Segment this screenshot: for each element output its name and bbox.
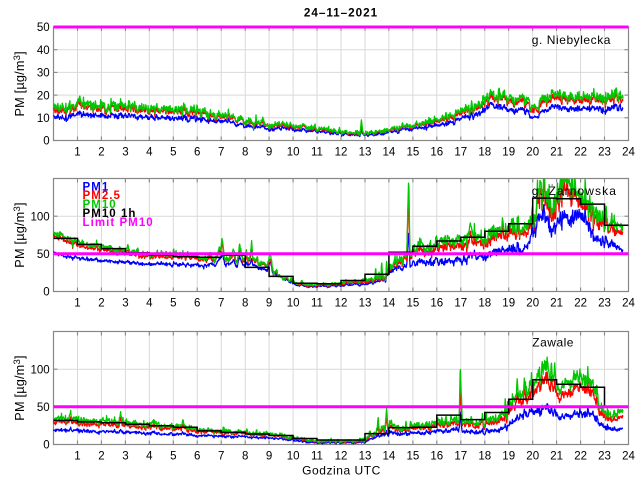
svg-text:0: 0 [43, 440, 49, 452]
svg-text:7: 7 [218, 451, 224, 463]
svg-text:100: 100 [31, 364, 50, 376]
svg-text:24: 24 [622, 451, 635, 463]
svg-text:10: 10 [287, 147, 300, 159]
svg-text:6: 6 [194, 147, 200, 159]
svg-text:15: 15 [407, 298, 420, 310]
svg-text:PM [µg/m3]: PM [µg/m3] [12, 355, 27, 420]
svg-text:5: 5 [170, 147, 176, 159]
svg-text:13: 13 [359, 298, 372, 310]
svg-text:15: 15 [407, 451, 420, 463]
svg-text:16: 16 [430, 298, 443, 310]
svg-text:18: 18 [478, 298, 491, 310]
svg-text:g. Niebylecka: g. Niebylecka [532, 33, 611, 47]
svg-text:2: 2 [98, 147, 104, 159]
svg-text:50: 50 [37, 22, 50, 34]
svg-text:11: 11 [311, 451, 323, 463]
svg-text:8: 8 [242, 451, 248, 463]
svg-text:50: 50 [37, 249, 50, 261]
svg-text:7: 7 [218, 147, 224, 159]
svg-text:0: 0 [43, 136, 49, 148]
svg-text:PM1: PM1 [83, 181, 110, 193]
svg-text:21: 21 [550, 298, 563, 310]
svg-text:21: 21 [550, 147, 563, 159]
svg-text:20: 20 [526, 451, 539, 463]
svg-text:1: 1 [74, 298, 80, 310]
svg-text:14: 14 [383, 147, 396, 159]
svg-text:10: 10 [37, 113, 50, 125]
svg-text:24: 24 [622, 298, 635, 310]
svg-text:24: 24 [622, 147, 635, 159]
svg-text:PM10 1h: PM10 1h [83, 208, 137, 220]
svg-text:19: 19 [502, 451, 515, 463]
svg-text:5: 5 [170, 451, 176, 463]
svg-text:PM10: PM10 [83, 199, 117, 211]
svg-text:12: 12 [335, 451, 348, 463]
svg-text:4: 4 [146, 147, 153, 159]
svg-text:7: 7 [218, 298, 224, 310]
svg-text:9: 9 [266, 298, 272, 310]
svg-text:Zawale: Zawale [532, 335, 574, 349]
svg-text:6: 6 [194, 451, 200, 463]
svg-text:Godzina UTC: Godzina UTC [302, 464, 381, 478]
svg-text:PM2.5: PM2.5 [83, 190, 122, 202]
svg-text:20: 20 [37, 90, 50, 102]
svg-text:13: 13 [359, 147, 372, 159]
svg-text:3: 3 [122, 451, 128, 463]
svg-text:19: 19 [502, 298, 515, 310]
svg-text:12: 12 [335, 147, 348, 159]
svg-text:17: 17 [454, 451, 467, 463]
svg-text:20: 20 [526, 147, 539, 159]
svg-text:2: 2 [98, 451, 104, 463]
svg-text:8: 8 [242, 147, 248, 159]
svg-text:11: 11 [311, 147, 323, 159]
svg-text:6: 6 [194, 298, 200, 310]
svg-text:17: 17 [454, 298, 467, 310]
svg-text:14: 14 [383, 298, 396, 310]
svg-text:40: 40 [37, 45, 50, 57]
svg-text:PM [µg/m3]: PM [µg/m3] [12, 202, 27, 267]
svg-text:5: 5 [170, 298, 176, 310]
svg-text:100: 100 [31, 211, 50, 223]
svg-text:24–11–2021: 24–11–2021 [304, 7, 378, 20]
svg-text:22: 22 [574, 451, 587, 463]
svg-text:22: 22 [574, 298, 587, 310]
svg-text:50: 50 [37, 402, 50, 414]
svg-text:18: 18 [478, 147, 491, 159]
svg-text:2: 2 [98, 298, 104, 310]
svg-text:8: 8 [242, 298, 248, 310]
svg-text:3: 3 [122, 298, 128, 310]
svg-text:23: 23 [598, 451, 611, 463]
svg-text:11: 11 [311, 298, 323, 310]
svg-text:16: 16 [430, 147, 443, 159]
svg-text:1: 1 [74, 451, 80, 463]
svg-text:30: 30 [37, 68, 50, 80]
svg-text:1: 1 [74, 147, 80, 159]
svg-text:PM [µg/m3]: PM [µg/m3] [12, 51, 27, 116]
svg-text:17: 17 [454, 147, 467, 159]
svg-text:3: 3 [122, 147, 128, 159]
svg-text:9: 9 [266, 147, 272, 159]
svg-text:4: 4 [146, 298, 153, 310]
svg-text:23: 23 [598, 147, 611, 159]
svg-text:Limit PM10: Limit PM10 [83, 217, 154, 229]
svg-text:10: 10 [287, 451, 300, 463]
svg-text:13: 13 [359, 451, 372, 463]
svg-text:4: 4 [146, 451, 153, 463]
svg-text:10: 10 [287, 298, 300, 310]
svg-text:14: 14 [383, 451, 396, 463]
svg-text:9: 9 [266, 451, 272, 463]
svg-text:23: 23 [598, 298, 611, 310]
svg-text:19: 19 [502, 147, 515, 159]
svg-text:20: 20 [526, 298, 539, 310]
svg-text:12: 12 [335, 298, 348, 310]
svg-text:18: 18 [478, 451, 491, 463]
svg-text:22: 22 [574, 147, 587, 159]
svg-text:21: 21 [550, 451, 563, 463]
svg-text:g. Żarnowska: g. Żarnowska [532, 184, 617, 198]
svg-text:16: 16 [430, 451, 443, 463]
svg-text:15: 15 [407, 147, 420, 159]
svg-text:0: 0 [43, 287, 49, 299]
